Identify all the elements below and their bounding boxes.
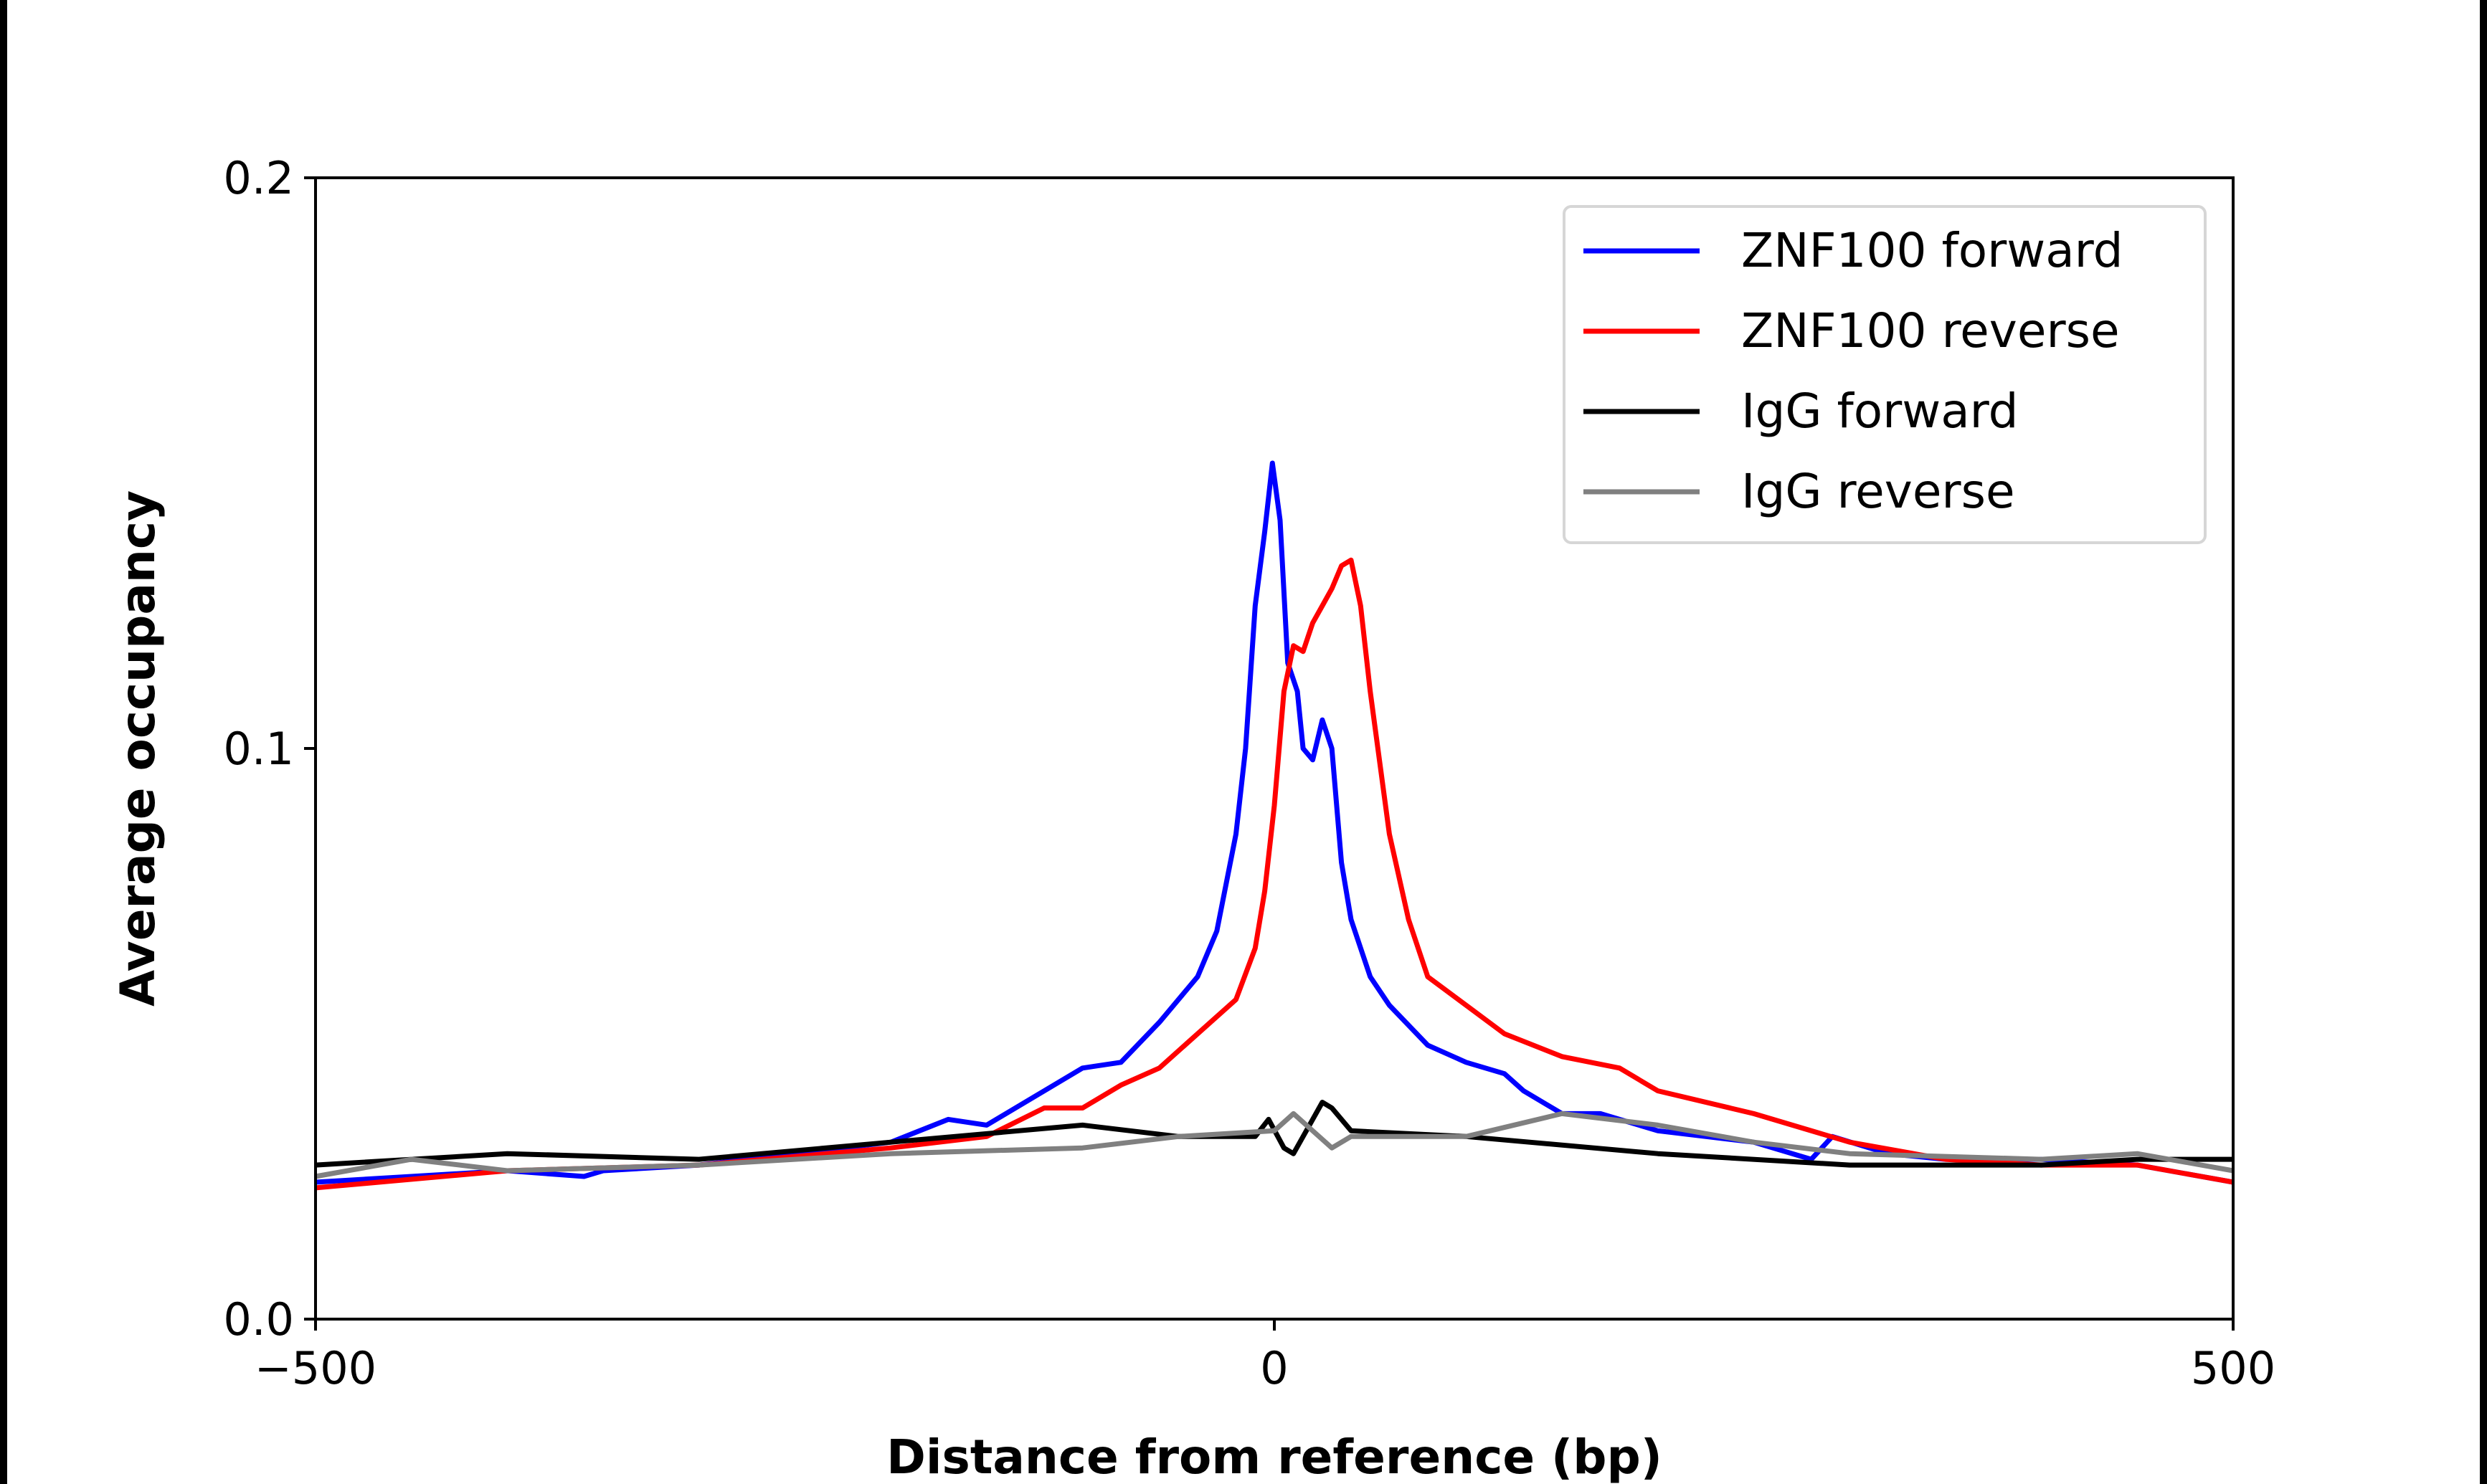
left-edge-bar	[0, 0, 7, 1484]
x-axis-label: Distance from reference (bp)	[886, 1430, 1662, 1484]
x-tick-label: −500	[255, 1342, 376, 1394]
axis-ticks: −500 0 500 0.0 0.1 0.2	[223, 152, 2275, 1394]
y-axis-label: Average occupancy	[110, 490, 166, 1007]
series-line-znf100-reverse	[315, 557, 2234, 1191]
legend-label: IgG forward	[1741, 384, 2019, 439]
legend-label: ZNF100 forward	[1741, 223, 2123, 278]
y-tick-label: 0.1	[223, 723, 294, 775]
legend-box	[1563, 205, 2207, 544]
legend-label: ZNF100 reverse	[1741, 303, 2120, 358]
x-tick-label: 500	[2191, 1342, 2275, 1394]
legend: ZNF100 forward ZNF100 reverse IgG forward I…	[1563, 205, 2207, 544]
legend-label: IgG reverse	[1741, 464, 2015, 519]
right-edge-bar	[2480, 0, 2487, 1484]
series-line-igg-reverse	[315, 1110, 2234, 1179]
series-line-igg-forward	[315, 1100, 2233, 1168]
x-tick-label: 0	[1260, 1342, 1288, 1394]
series-lines	[315, 460, 2234, 1191]
y-tick-label: 0.2	[223, 152, 294, 204]
y-tick-label: 0.0	[223, 1293, 294, 1346]
series-line-znf100-forward	[315, 460, 2234, 1185]
